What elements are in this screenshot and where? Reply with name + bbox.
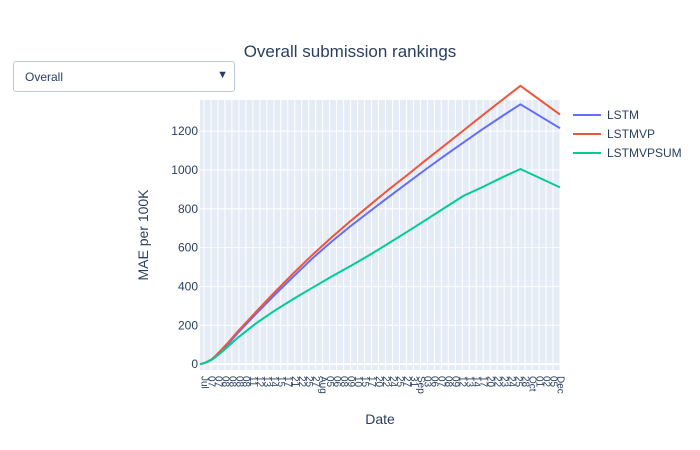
x-tick-label: 02 — [540, 376, 551, 388]
plot-area — [200, 100, 560, 370]
x-axis-label: Date — [365, 411, 395, 427]
x-tick-label: 13 — [464, 376, 475, 388]
x-tick-label: 08 — [443, 376, 454, 388]
legend-item-lstmvpsum[interactable]: LSTMVPSUM — [573, 146, 682, 160]
x-tick-label: 07 — [205, 376, 216, 388]
legend[interactable]: LSTM LSTMVP LSTMVPSUM — [573, 108, 682, 160]
x-tick-label: 20 — [485, 376, 496, 388]
x-tick-label: 12 — [254, 376, 265, 388]
y-tick-label: 800 — [178, 202, 198, 216]
x-tick-label: 25 — [394, 376, 405, 388]
x-tick-label: 17 — [282, 376, 293, 388]
y-tick-label: 1200 — [171, 124, 198, 138]
x-tick-label: 24 — [505, 376, 516, 388]
x-tick-label: 15 — [359, 376, 370, 388]
x-tick-label: 17 — [478, 376, 489, 388]
x-tick-label: 22 — [492, 376, 503, 388]
x-tick-label: 17 — [366, 376, 377, 388]
ranking-dropdown[interactable]: Overall ▼ — [13, 61, 235, 92]
x-tick-label: Sep — [415, 376, 426, 394]
x-tick-label: 12 — [457, 376, 468, 388]
triangle-down-icon: ▼ — [217, 69, 228, 81]
chart-title: Overall submission rankings — [244, 42, 457, 61]
y-tick-label: 400 — [178, 279, 198, 293]
x-tick-label: 09 — [345, 376, 356, 388]
x-tick-label: 21 — [289, 376, 300, 388]
x-tick-label: 08 — [219, 376, 230, 388]
x-tick-label: 08 — [233, 376, 244, 388]
x-tick-label: 08 — [226, 376, 237, 388]
x-tick-label: 25 — [512, 376, 523, 388]
x-tick-label: 08 — [240, 376, 251, 388]
x-tick-label: 28 — [519, 376, 530, 388]
x-tick-label: Dec — [554, 376, 565, 394]
y-tick-label: 0 — [191, 357, 198, 371]
x-tick-label: 27 — [310, 376, 321, 388]
x-tick-label: 31 — [408, 376, 419, 388]
series-lines — [199, 84, 561, 366]
x-tick-label: 20 — [373, 376, 384, 388]
x-tick-label: Oct — [526, 376, 537, 392]
x-tick-label: 07 — [212, 376, 223, 388]
dropdown-selected-value: Overall — [25, 70, 64, 84]
x-tick-label: 22 — [296, 376, 307, 388]
x-tick-label: 06 — [429, 376, 440, 388]
legend-item-lstm[interactable]: LSTM — [573, 108, 639, 122]
x-tick-label: 14 — [268, 376, 279, 388]
x-tick-label: 06 — [331, 376, 342, 388]
x-tick-label: 15 — [275, 376, 286, 388]
legend-label: LSTMVP — [607, 127, 655, 141]
x-tick-label: 23 — [499, 376, 510, 388]
x-tick-label: 14 — [471, 376, 482, 388]
y-axis-ticks: 0 200 400 600 800 1000 1200 — [171, 124, 198, 371]
x-tick-label: 05 — [324, 376, 335, 388]
x-tick-label: 27 — [401, 376, 412, 388]
legend-item-lstmvp[interactable]: LSTMVP — [573, 127, 655, 141]
x-tick-label: 11 — [247, 376, 258, 387]
x-tick-label: 22 — [380, 376, 391, 388]
x-tick-label: Jul — [198, 376, 209, 389]
x-axis-ticks: Jul07070808080811121314151721222527Aug05… — [198, 376, 565, 394]
x-tick-label: 09 — [450, 376, 461, 388]
legend-label: LSTM — [607, 108, 639, 122]
x-tick-label: 01 — [533, 376, 544, 388]
x-tick-label: 25 — [303, 376, 314, 388]
x-tick-label: 05 — [547, 376, 558, 388]
x-tick-label: 07 — [436, 376, 447, 388]
x-tick-label: 08 — [338, 376, 349, 388]
x-tick-label: 24 — [387, 376, 398, 388]
x-tick-label: 03 — [422, 376, 433, 388]
legend-label: LSTMVPSUM — [607, 146, 682, 160]
series-line-lstmvpsum — [199, 168, 561, 366]
x-tick-label: Aug — [317, 376, 328, 394]
y-tick-label: 1000 — [171, 163, 198, 177]
x-tick-label: 10 — [352, 376, 363, 388]
y-axis-label: MAE per 100K — [135, 189, 151, 281]
x-tick-label: 13 — [261, 376, 272, 388]
y-tick-label: 200 — [178, 318, 198, 332]
y-tick-label: 600 — [178, 241, 198, 255]
